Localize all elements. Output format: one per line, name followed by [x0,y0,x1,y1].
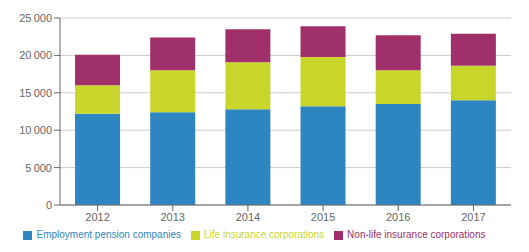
svg-text:2013: 2013 [161,211,185,223]
svg-text:2014: 2014 [236,211,260,223]
html-text:Non-life insurance corporation: Non-life insurance corporations [347,229,486,240]
html-text:Life insurance corporations: Life insurance corporations [204,229,325,240]
svg-text:15 000: 15 000 [19,87,52,99]
svg-text:25 000: 25 000 [19,12,52,24]
html-text:Employment pension companies: Employment pension companies [36,229,181,240]
svg-text:10 000: 10 000 [19,124,52,136]
svg-text:20 000: 20 000 [19,49,52,61]
svg-text:0: 0 [46,199,52,211]
svg-text:2012: 2012 [85,211,109,223]
svg-text:2015: 2015 [311,211,335,223]
svg-text:2016: 2016 [386,211,410,223]
svg-text:2017: 2017 [461,211,485,223]
svg-text:5 000: 5 000 [25,162,52,174]
